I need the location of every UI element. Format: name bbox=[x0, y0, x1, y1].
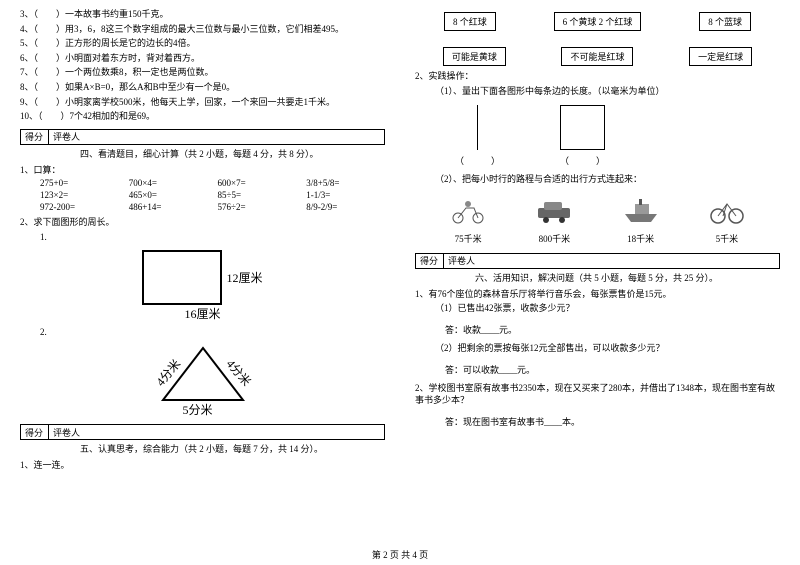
score-box-6: 得分 评卷人 bbox=[415, 253, 780, 269]
transport-item: 5千米 bbox=[707, 196, 747, 245]
calc-cell: 465×0= bbox=[129, 190, 208, 200]
calc-cell: 700×4= bbox=[129, 178, 208, 188]
measure-row: （ ） （ ） bbox=[415, 105, 780, 167]
score-box-5: 得分 评卷人 bbox=[20, 424, 385, 440]
transport-icon-row: 75千米 800千米 18千米 5千米 bbox=[415, 196, 780, 245]
answer-3: 答：现在图书室有故事书____本。 bbox=[415, 415, 780, 428]
q5-1: 1、连一连。 bbox=[20, 459, 385, 472]
calc-cell: 123×2= bbox=[40, 190, 119, 200]
tf-item: 4、（ ）用3，6，8这三个数字组成的最大三位数与最小三位数，它们相差495。 bbox=[20, 23, 385, 36]
score-box: 得分 评卷人 bbox=[20, 129, 385, 145]
calc-cell: 972-200= bbox=[40, 202, 119, 212]
calc-cell: 600×7= bbox=[218, 178, 297, 188]
measure-line: （ ） bbox=[455, 105, 500, 167]
right-column: 8 个红球 6 个黄球 2 个红球 8 个蓝球 可能是黄球 不可能是红球 一定是… bbox=[415, 8, 780, 545]
tf-item: 6、（ ）小明面对着东方时，背对着西方。 bbox=[20, 52, 385, 65]
ball-box: 6 个黄球 2 个红球 bbox=[554, 12, 642, 31]
score-label: 得分 bbox=[416, 254, 444, 268]
transport-item: 18千米 bbox=[621, 196, 661, 245]
q2-2: （2）、把每小时行的路程与合适的出行方式连起来： bbox=[415, 173, 780, 186]
q1-label: 1、口算： bbox=[20, 164, 385, 177]
vertical-line-shape bbox=[477, 105, 478, 150]
ball-box: 8 个红球 bbox=[444, 12, 496, 31]
grader-label: 评卷人 bbox=[49, 425, 84, 439]
calc-cell: 486+14= bbox=[129, 202, 208, 212]
tf-item: 8、（ ）如果A×B=0，那么A和B中至少有一个是0。 bbox=[20, 81, 385, 94]
calc-cell: 275+0= bbox=[40, 178, 119, 188]
paren-blank: （ ） bbox=[560, 154, 605, 167]
tf-item: 7、（ ）一个两位数乘8，积一定也是两位数。 bbox=[20, 66, 385, 79]
icon-label: 75千米 bbox=[455, 232, 482, 245]
calc-cell: 85÷5= bbox=[218, 190, 297, 200]
score-label: 得分 bbox=[21, 130, 49, 144]
tri-bottom-label: 5分米 bbox=[183, 401, 213, 418]
rect-bottom-label: 16厘米 bbox=[184, 305, 220, 322]
q6-1-2: （2）把剩余的票按每张12元全部售出，可以收款多少元？ bbox=[415, 342, 780, 355]
measure-square: （ ） bbox=[560, 105, 605, 167]
q6-1: 1、有76个座位的森林音乐厅将举行音乐会，每张票售价是15元。 bbox=[415, 288, 780, 301]
top-box-row: 8 个红球 6 个黄球 2 个红球 8 个蓝球 bbox=[415, 12, 780, 31]
section-5-title: 五、认真思考，综合能力（共 2 小题，每题 7 分，共 14 分）。 bbox=[20, 442, 385, 455]
sub2-label: 2. bbox=[20, 326, 385, 339]
tf-item: 10、（ ）7个42相加的和是69。 bbox=[20, 110, 385, 123]
rect-right-label: 12厘米 bbox=[226, 269, 262, 286]
icon-label: 800千米 bbox=[539, 232, 571, 245]
answer-box: 不可能是红球 bbox=[561, 47, 633, 66]
q6-1-1: （1）已售出42张票，收款多少元？ bbox=[415, 302, 780, 315]
icon-label: 18千米 bbox=[627, 232, 654, 245]
paren-blank: （ ） bbox=[455, 154, 500, 167]
car-icon bbox=[534, 196, 574, 226]
q2-label: 2、求下面图形的周长。 bbox=[20, 216, 385, 229]
ball-box: 8 个蓝球 bbox=[699, 12, 751, 31]
answer-1: 答：收款____元。 bbox=[415, 323, 780, 336]
answer-2: 答：可以收款____元。 bbox=[415, 363, 780, 376]
transport-item: 800千米 bbox=[534, 196, 574, 245]
page-footer: 第 2 页 共 4 页 bbox=[0, 548, 800, 561]
bicycle-icon bbox=[707, 196, 747, 226]
score-label: 得分 bbox=[21, 425, 49, 439]
rectangle-shape bbox=[142, 250, 222, 305]
grader-label: 评卷人 bbox=[49, 130, 84, 144]
calc-grid: 275+0= 700×4= 600×7= 3/8+5/8= 123×2= 465… bbox=[20, 178, 385, 212]
transport-item: 75千米 bbox=[448, 196, 488, 245]
bottom-box-row: 可能是黄球 不可能是红球 一定是红球 bbox=[415, 47, 780, 66]
icon-label: 5千米 bbox=[716, 232, 739, 245]
q2-practice: 2、实践操作： bbox=[415, 70, 780, 83]
tf-item: 9、（ ）小明家离学校500米，他每天上学，回家，一个来回一共要走1千米。 bbox=[20, 96, 385, 109]
calc-cell: 3/8+5/8= bbox=[306, 178, 385, 188]
grader-label: 评卷人 bbox=[444, 254, 479, 268]
section-6-title: 六、活用知识，解决问题（共 5 小题，每题 5 分，共 25 分）。 bbox=[415, 271, 780, 284]
tf-item: 5、（ ）正方形的周长是它的边长的4倍。 bbox=[20, 37, 385, 50]
page-container: 3、（ ）一本故事书约重150千克。 4、（ ）用3，6，8这三个数字组成的最大… bbox=[0, 0, 800, 545]
triangle-figure: 4分米 4分米 5分米 bbox=[133, 340, 273, 420]
answer-box: 可能是黄球 bbox=[443, 47, 506, 66]
square-shape bbox=[560, 105, 605, 150]
answer-box: 一定是红球 bbox=[689, 47, 752, 66]
ship-icon bbox=[621, 196, 661, 226]
tf-item: 3、（ ）一本故事书约重150千克。 bbox=[20, 8, 385, 21]
rectangle-figure: 12厘米 16厘米 bbox=[20, 250, 385, 322]
q6-2: 2、学校图书室原有故事书2350本，现在又买来了280本，并借出了1348本，现… bbox=[415, 382, 780, 407]
sub1-label: 1. bbox=[20, 231, 385, 244]
left-column: 3、（ ）一本故事书约重150千克。 4、（ ）用3，6，8这三个数字组成的最大… bbox=[20, 8, 385, 545]
calc-cell: 8/9-2/9= bbox=[306, 202, 385, 212]
section-4-title: 四、看清题目，细心计算（共 2 小题，每题 4 分，共 8 分）。 bbox=[20, 147, 385, 160]
calc-cell: 576÷2= bbox=[218, 202, 297, 212]
q2-1: （1）、量出下面各图形中每条边的长度。（以毫米为单位） bbox=[415, 85, 780, 98]
motorbike-icon bbox=[448, 196, 488, 226]
calc-cell: 1-1/3= bbox=[306, 190, 385, 200]
